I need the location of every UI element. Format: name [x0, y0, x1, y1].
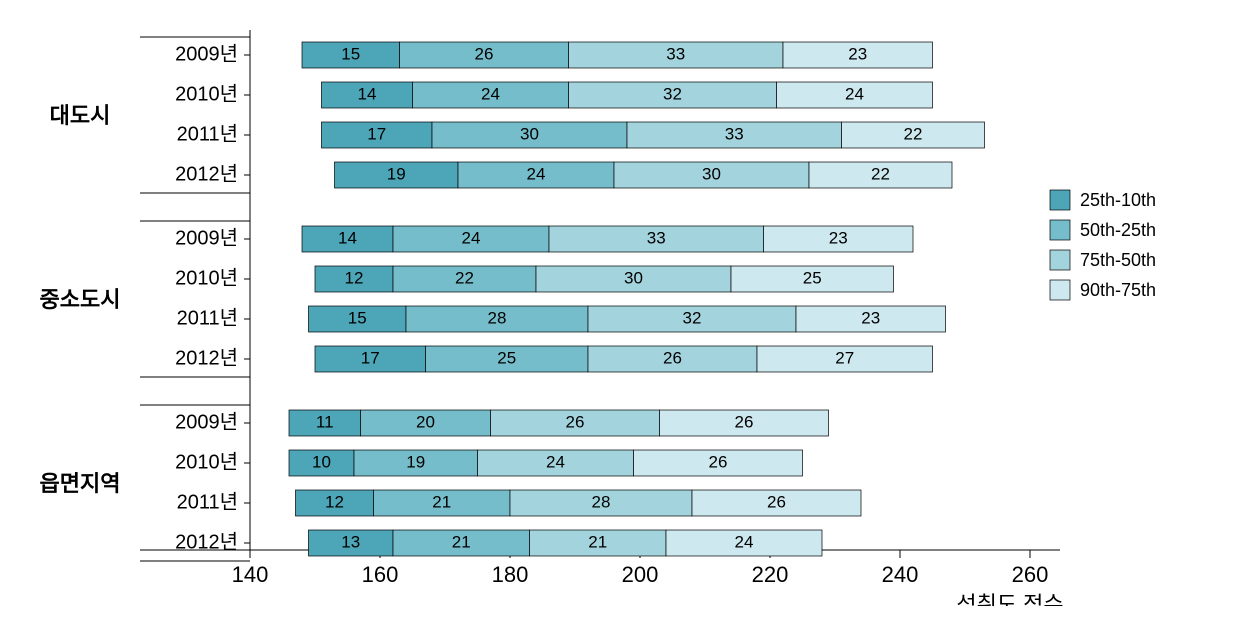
- bar-value: 30: [520, 125, 539, 144]
- bar-value: 22: [904, 125, 923, 144]
- x-tick-label: 220: [752, 562, 789, 587]
- legend-label: 50th-25th: [1080, 220, 1156, 240]
- group-label: 중소도시: [40, 287, 121, 312]
- x-tick-label: 180: [492, 562, 529, 587]
- year-label: 2011년: [177, 491, 238, 514]
- bar-value: 23: [829, 229, 848, 248]
- bar-value: 24: [735, 533, 754, 552]
- bar-value: 15: [348, 309, 367, 328]
- group-label: 대도시: [50, 103, 111, 128]
- bar-value: 23: [861, 309, 880, 328]
- year-label: 2012년: [175, 347, 238, 370]
- bar-value: 21: [588, 533, 607, 552]
- legend-label: 75th-50th: [1080, 250, 1156, 270]
- year-label: 2011년: [177, 123, 238, 146]
- year-label: 2009년: [175, 43, 238, 66]
- bar-value: 30: [624, 269, 643, 288]
- bar-value: 15: [341, 45, 360, 64]
- bar-value: 26: [709, 453, 728, 472]
- bar-value: 22: [871, 165, 890, 184]
- year-label: 2012년: [175, 531, 238, 554]
- bar-value: 26: [475, 45, 494, 64]
- bar-value: 24: [527, 165, 546, 184]
- x-tick-label: 140: [232, 562, 269, 587]
- bar-value: 28: [488, 309, 507, 328]
- bar-value: 11: [316, 413, 334, 432]
- legend-swatch: [1050, 190, 1070, 210]
- bar-value: 17: [367, 125, 386, 144]
- year-label: 2011년: [177, 307, 238, 330]
- bar-value: 24: [546, 453, 565, 472]
- bar-value: 24: [481, 85, 500, 104]
- year-label: 2010년: [175, 267, 238, 290]
- year-label: 2012년: [175, 163, 238, 186]
- legend-swatch: [1050, 250, 1070, 270]
- bar-value: 13: [341, 533, 360, 552]
- bar-value: 20: [416, 413, 435, 432]
- bar-value: 19: [406, 453, 425, 472]
- year-label: 2009년: [175, 411, 238, 434]
- legend-swatch: [1050, 280, 1070, 300]
- bar-value: 25: [497, 349, 516, 368]
- bar-value: 26: [663, 349, 682, 368]
- bar-value: 14: [338, 229, 357, 248]
- bar-value: 27: [835, 349, 854, 368]
- bar-value: 33: [666, 45, 685, 64]
- x-tick-label: 200: [622, 562, 659, 587]
- bar-value: 32: [683, 309, 702, 328]
- x-tick-label: 160: [362, 562, 399, 587]
- group-label: 읍면지역: [40, 471, 121, 496]
- year-label: 2010년: [175, 451, 238, 474]
- legend-label: 25th-10th: [1080, 190, 1156, 210]
- bar-value: 25: [803, 269, 822, 288]
- bar-value: 23: [848, 45, 867, 64]
- bar-value: 12: [345, 269, 364, 288]
- bar-value: 26: [735, 413, 754, 432]
- bar-value: 12: [325, 493, 344, 512]
- bar-value: 21: [432, 493, 451, 512]
- bar-value: 24: [845, 85, 864, 104]
- bar-value: 30: [702, 165, 721, 184]
- x-axis-title: 성취도 점수: [956, 592, 1063, 606]
- stacked-bar-chart: 140 160 180 200 220 240 260 성취도 점수 2009년 15 26 33 23…: [20, 20, 1220, 606]
- x-tick-label: 240: [882, 562, 919, 587]
- year-label: 2009년: [175, 227, 238, 250]
- bar-value: 10: [312, 453, 331, 472]
- bar-value: 26: [566, 413, 585, 432]
- year-label: 2010년: [175, 83, 238, 106]
- bar-value: 14: [358, 85, 377, 104]
- bar-value: 22: [455, 269, 474, 288]
- legend-swatch: [1050, 220, 1070, 240]
- bar-value: 32: [663, 85, 682, 104]
- bar-value: 33: [725, 125, 744, 144]
- bar-value: 17: [361, 349, 380, 368]
- legend-label: 90th-75th: [1080, 280, 1156, 300]
- bar-value: 26: [767, 493, 786, 512]
- bar-value: 28: [592, 493, 611, 512]
- bar-value: 21: [452, 533, 471, 552]
- bar-value: 19: [387, 165, 406, 184]
- bar-value: 33: [647, 229, 666, 248]
- x-tick-label: 260: [1012, 562, 1049, 587]
- bar-value: 24: [462, 229, 481, 248]
- chart-container: 140 160 180 200 220 240 260 성취도 점수 2009년 15 26 33 23…: [20, 20, 1220, 606]
